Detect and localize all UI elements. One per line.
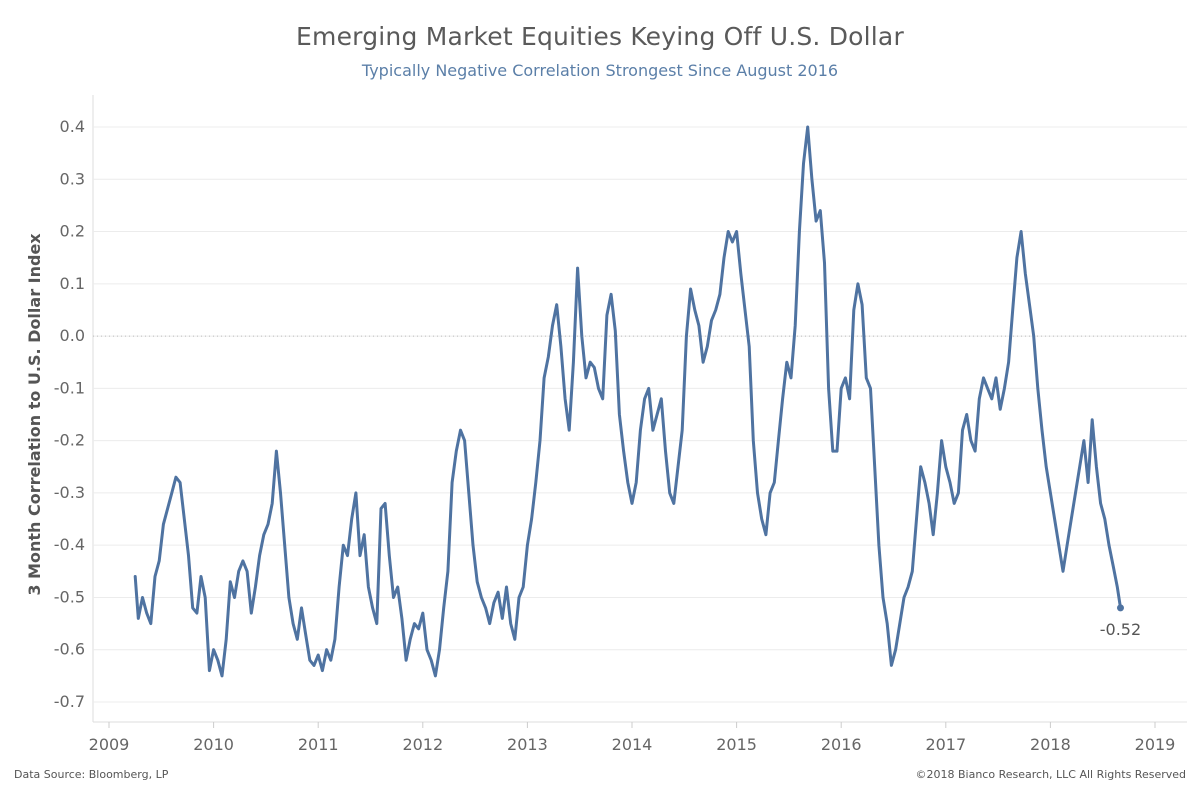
end-value-label: -0.52 [1100, 620, 1141, 639]
series-line [133, 125, 1122, 678]
chart-title: Emerging Market Equities Keying Off U.S.… [296, 22, 904, 51]
x-tick-label: 2014 [612, 735, 653, 754]
chart-subtitle: Typically Negative Correlation Strongest… [361, 61, 839, 80]
x-tick-label: 2016 [821, 735, 862, 754]
x-tick-label: 2015 [716, 735, 757, 754]
x-tick-label: 2012 [402, 735, 443, 754]
y-tick-label: -0.3 [54, 483, 85, 502]
end-point-marker [1116, 604, 1124, 612]
y-tick-label: 0.1 [60, 274, 85, 293]
x-tick-label: 2017 [925, 735, 966, 754]
x-tick-label: 2011 [298, 735, 339, 754]
copyright: ©2018 Bianco Research, LLC All Rights Re… [915, 768, 1187, 781]
x-tick-label: 2019 [1135, 735, 1176, 754]
y-tick-label: -0.1 [54, 378, 85, 397]
y-axis-title: 3 Month Correlation to U.S. Dollar Index [25, 233, 44, 596]
x-tick-label: 2013 [507, 735, 548, 754]
y-tick-label: 0.4 [60, 117, 85, 136]
y-tick-label: 0.2 [60, 222, 85, 241]
y-tick-label: -0.6 [54, 640, 85, 659]
y-tick-label: -0.5 [54, 587, 85, 606]
x-tick-label: 2018 [1030, 735, 1071, 754]
x-tick-label: 2010 [193, 735, 234, 754]
y-tick-label: 0.3 [60, 169, 85, 188]
y-tick-label: -0.7 [54, 692, 85, 711]
y-tick-label: 0.0 [60, 326, 85, 345]
y-tick-label: -0.2 [54, 431, 85, 450]
data-source: Data Source: Bloomberg, LP [14, 768, 169, 781]
x-tick-label: 2009 [89, 735, 130, 754]
y-tick-label: -0.4 [54, 535, 85, 554]
